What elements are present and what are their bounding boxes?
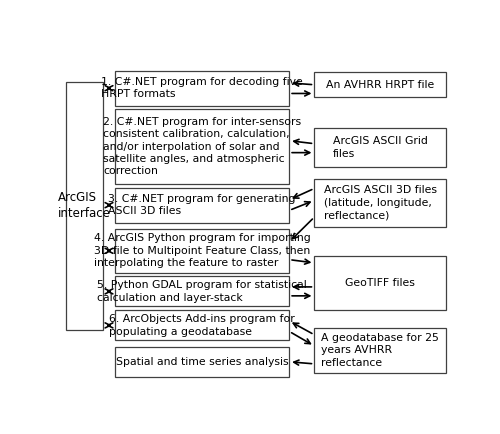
FancyBboxPatch shape: [115, 310, 289, 340]
Text: 2. C#.NET program for inter-sensors
consistent calibration, calculation,
and/or : 2. C#.NET program for inter-sensors cons…: [103, 117, 301, 177]
Text: Spatial and time series analysis: Spatial and time series analysis: [116, 357, 288, 367]
FancyBboxPatch shape: [115, 187, 289, 223]
FancyBboxPatch shape: [115, 71, 289, 106]
Text: ArcGIS ASCII Grid
files: ArcGIS ASCII Grid files: [333, 136, 428, 159]
FancyBboxPatch shape: [314, 328, 446, 373]
FancyBboxPatch shape: [314, 256, 446, 310]
Text: 4. ArcGIS Python program for importing
3D file to Multipoint Feature Class, then: 4. ArcGIS Python program for importing 3…: [94, 233, 310, 268]
FancyBboxPatch shape: [115, 109, 289, 184]
Text: 6. ArcObjects Add-ins program for
populating a geodatabase: 6. ArcObjects Add-ins program for popula…: [109, 314, 295, 337]
Text: 5. Python GDAL program for statistical
calculation and layer-stack: 5. Python GDAL program for statistical c…: [97, 280, 307, 302]
Text: ArcGIS
interface: ArcGIS interface: [58, 191, 111, 220]
Text: 3. C#.NET program for generating
ASCII 3D files: 3. C#.NET program for generating ASCII 3…: [108, 194, 296, 216]
FancyBboxPatch shape: [115, 347, 289, 377]
Text: GeoTIFF files: GeoTIFF files: [346, 278, 415, 288]
FancyBboxPatch shape: [66, 82, 103, 329]
Text: 1. C#.NET program for decoding five
HRPT formats: 1. C#.NET program for decoding five HRPT…: [101, 77, 303, 99]
Text: ArcGIS ASCII 3D files
(latitude, longitude,
reflectance): ArcGIS ASCII 3D files (latitude, longitu…: [324, 185, 437, 220]
FancyBboxPatch shape: [115, 276, 289, 306]
FancyBboxPatch shape: [115, 229, 289, 273]
Text: An AVHRR HRPT file: An AVHRR HRPT file: [326, 80, 434, 90]
FancyBboxPatch shape: [314, 72, 446, 98]
FancyBboxPatch shape: [314, 128, 446, 167]
Text: A geodatabase for 25
years AVHRR
reflectance: A geodatabase for 25 years AVHRR reflect…: [322, 333, 439, 368]
FancyBboxPatch shape: [314, 179, 446, 227]
